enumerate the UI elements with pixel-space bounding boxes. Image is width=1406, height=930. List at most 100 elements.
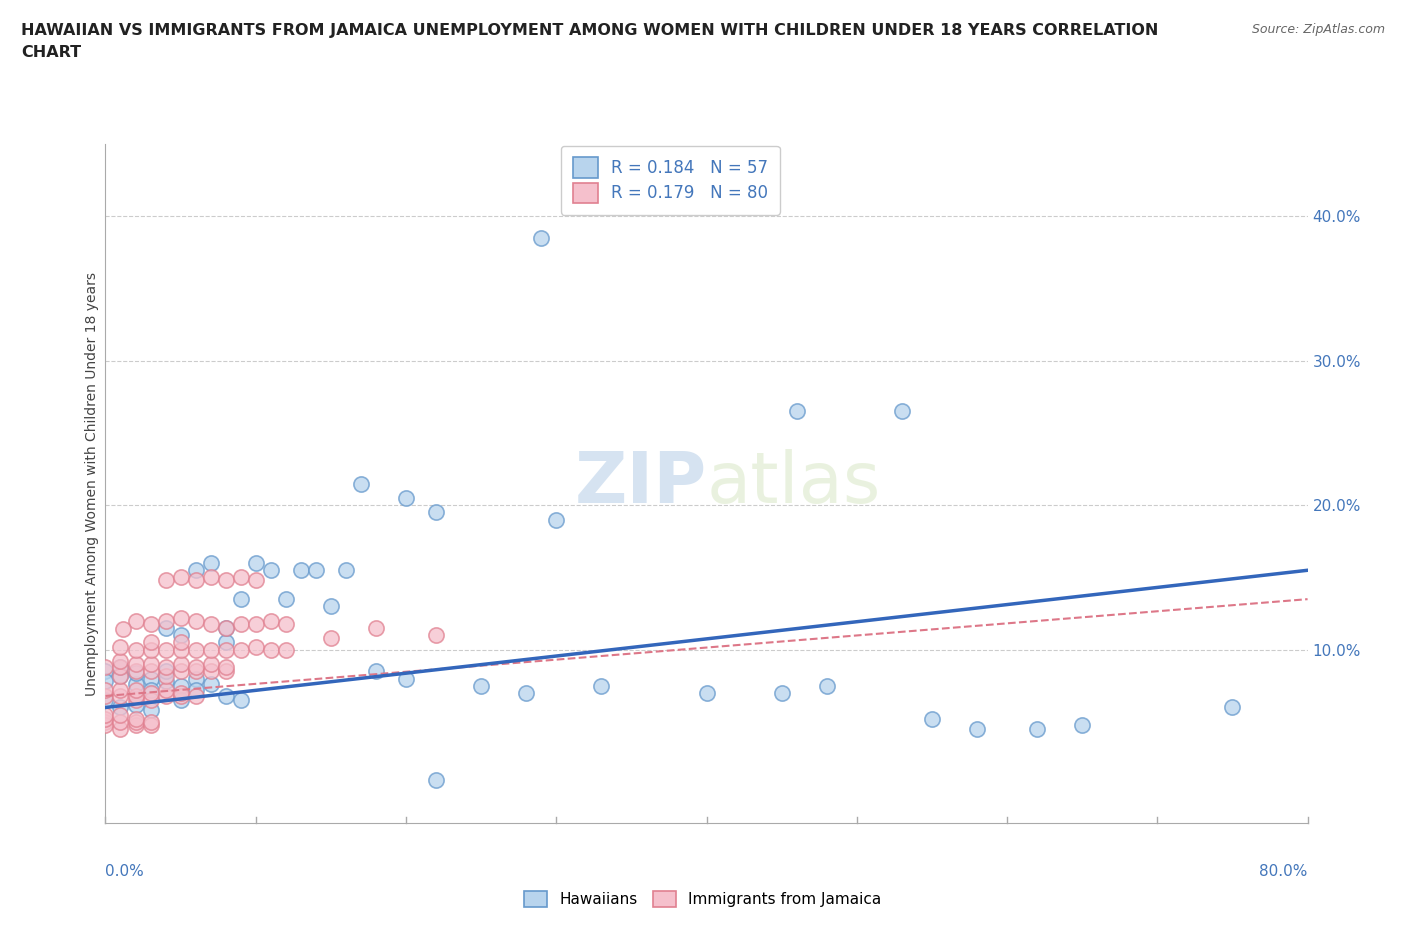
Point [184,659,207,674]
Point [169,685,191,700]
Point [184,671,207,686]
Point [546,512,568,527]
Point [155,674,177,689]
Point [260,643,283,658]
Point [169,693,191,708]
Point [1222,700,1244,715]
Point [921,711,943,726]
Point [786,404,808,418]
Text: CHART: CHART [21,45,82,60]
Y-axis label: Unemployment Among Women with Children Under 18 years: Unemployment Among Women with Children U… [84,272,98,696]
Text: Source: ZipAtlas.com: Source: ZipAtlas.com [1251,23,1385,36]
Point [200,664,222,679]
Point [319,599,342,614]
Point [229,591,252,606]
Point [155,643,177,658]
Point [305,563,328,578]
Point [110,722,132,737]
Point [169,635,191,650]
Point [169,570,191,585]
Text: HAWAIIAN VS IMMIGRANTS FROM JAMAICA UNEMPLOYMENT AMONG WOMEN WITH CHILDREN UNDER: HAWAIIAN VS IMMIGRANTS FROM JAMAICA UNEM… [21,23,1159,38]
Point [184,643,207,658]
Point [110,659,132,674]
Point [245,640,267,655]
Point [1026,722,1049,737]
Point [124,714,146,729]
Point [200,555,222,570]
Point [139,685,162,700]
Point [139,714,162,729]
Text: atlas: atlas [707,449,882,518]
Point [364,664,387,679]
Point [245,617,267,631]
Point [124,664,146,679]
Point [110,683,132,698]
Point [260,563,283,578]
Point [94,708,117,723]
Point [200,570,222,585]
Text: 80.0%: 80.0% [1260,864,1308,879]
Legend: R = 0.184   N = 57, R = 0.179   N = 80: R = 0.184 N = 57, R = 0.179 N = 80 [561,146,780,215]
Point [124,711,146,726]
Point [169,628,191,643]
Point [770,685,793,700]
Point [139,643,162,658]
Point [139,703,162,718]
Point [94,717,117,732]
Point [110,669,132,684]
Point [214,659,236,674]
Point [184,573,207,588]
Point [425,628,447,643]
Point [169,688,191,703]
Point [124,688,146,703]
Point [290,563,312,578]
Point [155,620,177,635]
Point [139,664,162,679]
Point [155,683,177,698]
Point [155,614,177,629]
Point [229,570,252,585]
Point [696,685,718,700]
Point [184,614,207,629]
Point [364,620,387,635]
Point [200,657,222,671]
Point [139,717,162,732]
Point [110,714,132,729]
Point [530,231,553,246]
Point [139,671,162,686]
Point [155,573,177,588]
Point [111,621,134,636]
Point [214,620,236,635]
Point [470,678,492,693]
Point [139,635,162,650]
Point [169,610,191,625]
Point [245,555,267,570]
Point [139,617,162,631]
Point [214,688,236,703]
Point [890,404,912,418]
Point [515,685,537,700]
Point [214,573,236,588]
Point [184,664,207,679]
Point [395,671,418,686]
Text: ZIP: ZIP [574,449,707,518]
Point [274,591,297,606]
Point [110,708,132,723]
Point [124,677,146,692]
Point [124,665,146,680]
Point [124,693,146,708]
Point [124,614,146,629]
Point [350,476,373,491]
Point [110,700,132,715]
Point [124,717,146,732]
Point [245,573,267,588]
Point [815,678,838,693]
Point [229,693,252,708]
Point [966,722,988,737]
Point [229,617,252,631]
Text: 0.0%: 0.0% [105,864,145,879]
Point [94,664,117,679]
Point [94,674,117,689]
Point [425,772,447,787]
Point [184,683,207,698]
